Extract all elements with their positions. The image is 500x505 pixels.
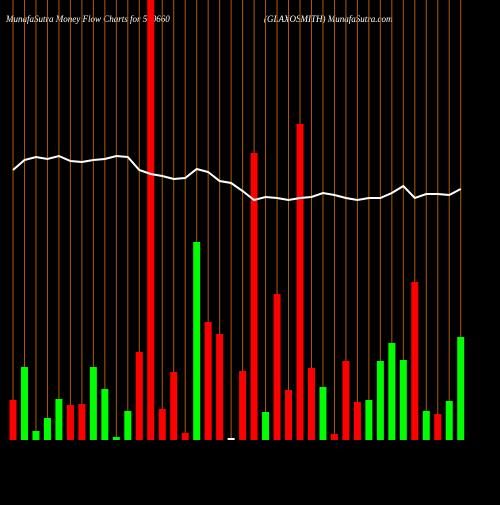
bar <box>262 412 270 440</box>
chart-title: MunafaSutra Money Flow Charts for 500660 <box>5 14 170 24</box>
bar <box>227 438 235 440</box>
bar <box>250 153 258 440</box>
bar <box>124 411 132 440</box>
bar <box>101 389 109 440</box>
bar <box>307 368 315 440</box>
bar <box>181 433 189 440</box>
bar <box>9 400 17 440</box>
bar <box>66 405 74 440</box>
bar <box>135 352 143 440</box>
bar <box>285 390 293 440</box>
bar <box>170 372 178 440</box>
bar <box>353 402 361 440</box>
bar <box>434 414 442 440</box>
bar <box>20 367 28 440</box>
bar <box>193 242 201 440</box>
line <box>12 154 462 202</box>
bar <box>273 294 281 440</box>
chart-subtitle: (GLAXOSMITH) MunafaSutra.com <box>264 14 393 24</box>
bar <box>296 124 304 440</box>
bar <box>388 343 396 440</box>
bar <box>399 360 407 440</box>
bar <box>78 404 86 440</box>
bar <box>319 387 327 440</box>
bar <box>365 400 373 440</box>
bar <box>204 322 212 440</box>
bar <box>457 337 465 440</box>
bar <box>112 437 120 440</box>
bar <box>89 367 97 440</box>
bar <box>445 401 453 440</box>
bar <box>330 434 338 440</box>
bar <box>147 0 155 440</box>
bar <box>411 282 419 440</box>
bar <box>342 361 350 440</box>
bar <box>216 334 224 440</box>
bar <box>422 411 430 440</box>
bar <box>32 431 40 440</box>
bar <box>55 399 63 440</box>
bar <box>158 409 166 440</box>
bar <box>239 371 247 440</box>
bar <box>376 361 384 440</box>
bar <box>43 418 51 440</box>
